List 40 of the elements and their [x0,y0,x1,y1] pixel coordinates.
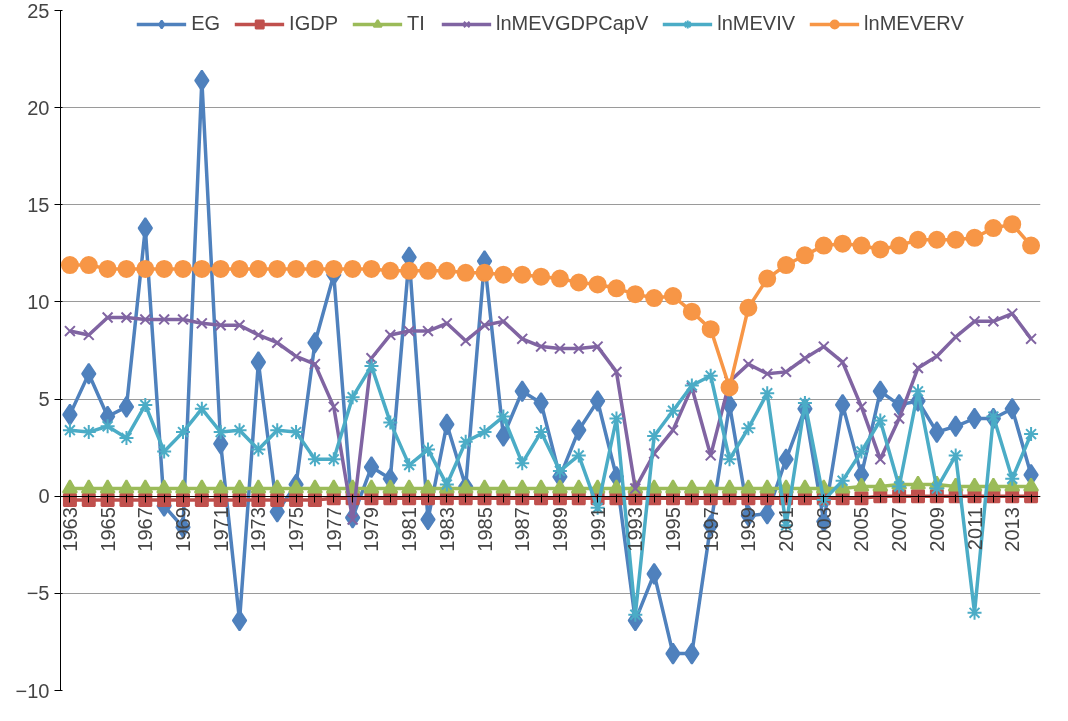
y-tick-label: 25 [27,0,50,22]
legend-label: lnMEVIV [717,12,796,35]
x-tick-label: 1993 [624,507,647,552]
x-tick-label: 1973 [247,507,270,552]
x-tick-label: 2013 [1001,507,1024,552]
x-tick-label: 1987 [511,507,534,552]
x-tick-label: 1967 [134,507,157,552]
x-tick-label: 2003 [812,507,835,552]
legend-label: lnMEVERV [864,12,964,35]
x-tick-label: 1983 [435,507,458,552]
y-tick-label: 5 [38,388,50,411]
x-tick-label: 1965 [96,507,119,552]
y-tick-label: −5 [26,582,50,605]
legend-label: IGDP [289,12,339,35]
x-tick-label: 1963 [58,507,81,552]
x-tick-label: 1991 [586,507,609,552]
x-tick-label: 1969 [172,507,194,552]
x-tick-label: 1977 [322,507,345,552]
x-tick-label: 1981 [398,507,421,552]
x-tick-label: 1975 [285,507,308,552]
x-tick-label: 1971 [209,507,232,552]
x-tick-label: 2005 [850,507,873,552]
legend-label: TI [407,12,426,35]
x-tick-label: 2007 [888,507,911,552]
y-tick-label: 0 [38,485,50,508]
x-tick-label: 1999 [737,507,760,552]
x-tick-label: 1979 [360,507,383,552]
y-tick-label: 15 [27,193,50,216]
x-tick-label: 2009 [925,507,948,552]
y-tick-label: 20 [27,96,50,119]
x-tick-label: 1997 [699,507,722,552]
y-tick-label: −10 [15,679,50,702]
x-tick-label: 1989 [548,507,571,552]
legend-label: EG [191,12,221,35]
x-tick-label: 2011 [963,507,986,551]
x-tick-label: 1985 [473,507,496,552]
x-tick-label: 2001 [775,507,798,552]
x-tick-label: 1995 [662,507,684,552]
legend-label: lnMEVGDPCapV [496,12,649,35]
y-tick-label: 10 [27,290,50,313]
